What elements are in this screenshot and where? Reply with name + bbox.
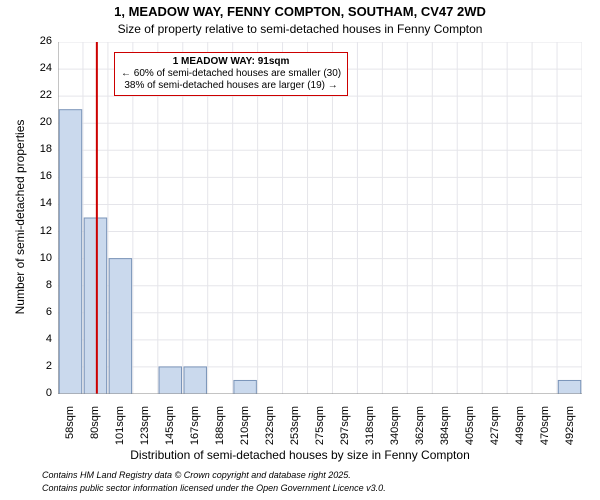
chart-title: 1, MEADOW WAY, FENNY COMPTON, SOUTHAM, C… [0, 4, 600, 19]
annotation-larger: 38% of semi-detached houses are larger (… [121, 80, 341, 92]
footer-line-1: Contains HM Land Registry data © Crown c… [42, 470, 351, 480]
x-axis-label: Distribution of semi-detached houses by … [0, 448, 600, 462]
annotation-box: 1 MEADOW WAY: 91sqm ← 60% of semi-detach… [114, 52, 348, 96]
y-tick: 0 [30, 387, 52, 399]
y-tick: 18 [30, 143, 52, 155]
footer-line-2: Contains public sector information licen… [42, 483, 386, 493]
y-tick: 20 [30, 116, 52, 128]
annotation-smaller: ← 60% of semi-detached houses are smalle… [121, 68, 341, 80]
y-tick: 14 [30, 197, 52, 209]
y-tick: 26 [30, 35, 52, 47]
y-tick: 8 [30, 279, 52, 291]
annotation-title: 1 MEADOW WAY: 91sqm [121, 56, 341, 68]
y-tick: 16 [30, 170, 52, 182]
y-tick: 22 [30, 89, 52, 101]
y-tick: 6 [30, 306, 52, 318]
y-tick: 24 [30, 62, 52, 74]
y-tick: 12 [30, 225, 52, 237]
chart-subtitle: Size of property relative to semi-detach… [0, 22, 600, 36]
y-axis-label: Number of semi-detached properties [13, 87, 27, 347]
y-tick: 10 [30, 252, 52, 264]
y-tick: 4 [30, 333, 52, 345]
y-tick: 2 [30, 360, 52, 372]
property-size-chart: 1, MEADOW WAY, FENNY COMPTON, SOUTHAM, C… [0, 0, 600, 500]
